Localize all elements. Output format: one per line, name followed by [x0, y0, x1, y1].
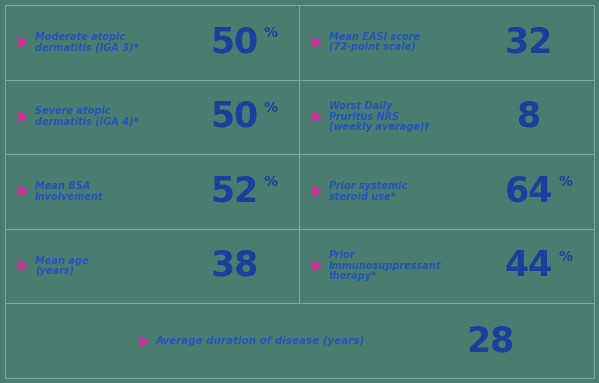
Text: Average duration of disease (years): Average duration of disease (years): [156, 337, 365, 347]
Text: Severe atopic: Severe atopic: [35, 106, 110, 116]
Text: 28: 28: [466, 324, 514, 358]
Text: Prior: Prior: [329, 250, 355, 260]
Text: Mean BSA: Mean BSA: [35, 181, 90, 191]
Polygon shape: [313, 186, 322, 196]
Polygon shape: [19, 261, 28, 271]
Polygon shape: [313, 112, 322, 122]
Text: %: %: [559, 250, 573, 264]
Text: Immunosuppressant: Immunosuppressant: [329, 261, 441, 271]
Text: Worst Daily: Worst Daily: [329, 101, 392, 111]
Text: 64: 64: [505, 174, 553, 208]
Text: (weekly average)†: (weekly average)†: [329, 122, 429, 132]
Text: (years): (years): [35, 266, 74, 276]
Text: 32: 32: [505, 25, 553, 59]
Text: Mean EASI score: Mean EASI score: [329, 32, 420, 42]
Polygon shape: [313, 261, 322, 271]
Text: dermatitis (IGA 3)*: dermatitis (IGA 3)*: [35, 43, 138, 52]
Text: %: %: [264, 175, 278, 189]
Polygon shape: [19, 186, 28, 196]
Text: 44: 44: [505, 249, 553, 283]
Polygon shape: [19, 37, 28, 47]
Text: Pruritus NRS: Pruritus NRS: [329, 112, 399, 122]
Polygon shape: [313, 37, 322, 47]
Text: 38: 38: [210, 249, 258, 283]
Polygon shape: [140, 337, 149, 347]
Text: Involvement: Involvement: [35, 192, 104, 201]
Text: Moderate atopic: Moderate atopic: [35, 32, 125, 42]
Text: Mean age: Mean age: [35, 255, 89, 265]
Polygon shape: [19, 112, 28, 122]
Text: (72-point scale): (72-point scale): [329, 43, 416, 52]
Text: Prior systemic: Prior systemic: [329, 181, 407, 191]
Text: %: %: [559, 175, 573, 189]
Text: %: %: [264, 101, 278, 115]
Text: 8: 8: [517, 100, 541, 134]
Text: 50: 50: [210, 25, 258, 59]
Text: dermatitis (IGA 4)*: dermatitis (IGA 4)*: [35, 117, 138, 127]
Text: 52: 52: [210, 174, 258, 208]
Text: therapy*: therapy*: [329, 271, 377, 281]
Text: steroid use*: steroid use*: [329, 192, 396, 201]
Text: %: %: [264, 26, 278, 40]
Text: 50: 50: [210, 100, 258, 134]
